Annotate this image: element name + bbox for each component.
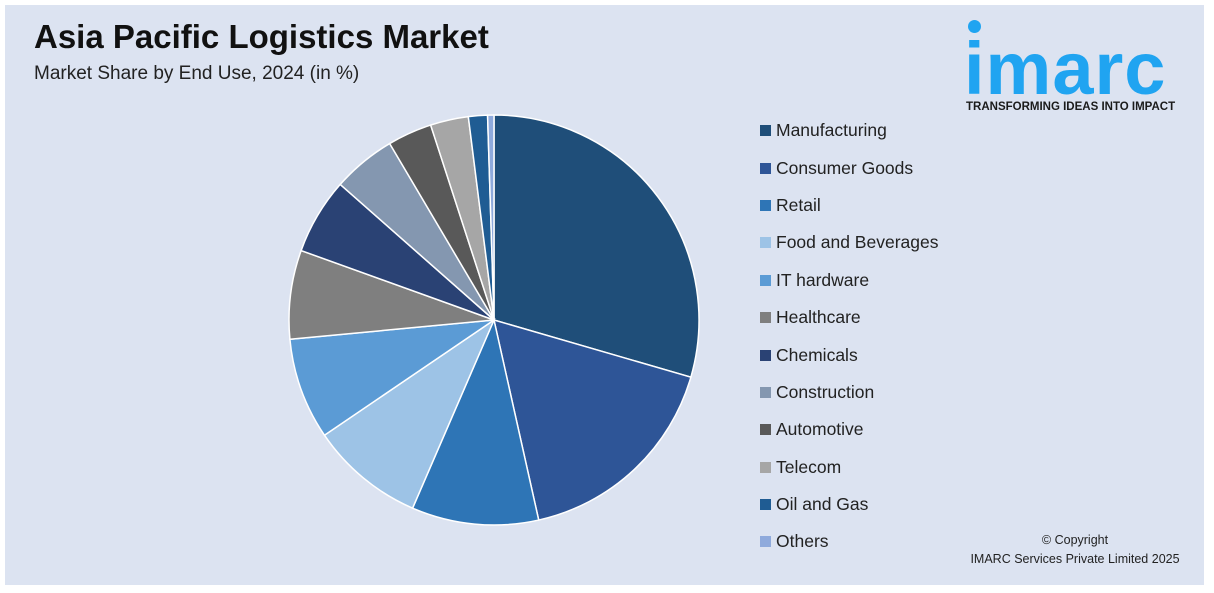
legend-label: Food and Beverages [776, 232, 939, 253]
legend-swatch [760, 536, 771, 548]
logo-dot [968, 20, 981, 33]
legend-swatch [760, 499, 771, 511]
legend-swatch [760, 424, 771, 436]
copyright-company: IMARC Services Private Limited 2025 [970, 552, 1180, 566]
legend-label: Manufacturing [776, 120, 887, 141]
pie-slices [288, 114, 700, 526]
legend-label: Automotive [776, 419, 864, 440]
imarc-logo: imarc TRANSFORMING IDEAS INTO IMPACT [962, 18, 1197, 118]
legend-label: IT hardware [776, 269, 870, 290]
legend-swatch [760, 162, 771, 174]
legend-swatch [760, 349, 771, 361]
legend-swatch [760, 461, 771, 473]
logo-wordmark: imarc [964, 27, 1167, 110]
logo-tagline: TRANSFORMING IDEAS INTO IMPACT [966, 101, 1176, 113]
legend-item: Healthcare [760, 299, 990, 336]
legend-item: Oil and Gas [760, 486, 990, 523]
legend-swatch [760, 312, 771, 324]
legend-swatch [760, 237, 771, 249]
legend-swatch [760, 274, 771, 286]
legend-swatch [760, 199, 771, 211]
pie-slice-it-hardware [289, 319, 495, 437]
pie-slice-retail [411, 317, 540, 526]
legend-item: Others [760, 523, 990, 560]
pie-slice-others [486, 114, 495, 321]
legend-label: Others [776, 531, 829, 552]
pie-slice-consumer-goods [492, 318, 692, 521]
legend-item: IT hardware [760, 262, 990, 299]
chart-subtitle: Market Share by End Use, 2024 (in %) [34, 63, 360, 84]
copyright-line: © Copyright [1041, 533, 1109, 547]
chart-title: Asia Pacific Logistics Market [34, 18, 489, 55]
legend-swatch [760, 125, 771, 137]
legend-item: Food and Beverages [760, 224, 990, 261]
legend-item: Retail [760, 187, 990, 224]
legend-item: Chemicals [760, 336, 990, 373]
legend-label: Oil and Gas [776, 494, 869, 515]
pie-slice-manufacturing [493, 114, 700, 379]
legend-item: Automotive [760, 411, 990, 448]
legend-swatch [760, 386, 771, 398]
legend-label: Chemicals [776, 344, 858, 365]
legend-item: Consumer Goods [760, 149, 990, 186]
chart-legend: Manufacturing Consumer Goods Retail Food an… [760, 112, 990, 561]
legend-label: Consumer Goods [776, 157, 914, 178]
legend-label: Retail [776, 194, 821, 215]
legend-item: Construction [760, 374, 990, 411]
legend-item: Telecom [760, 449, 990, 486]
copyright-notice: © Copyright IMARC Services Private Limit… [940, 531, 1210, 569]
legend-item: Manufacturing [760, 112, 990, 149]
legend-label: Telecom [776, 456, 842, 477]
legend-label: Healthcare [776, 307, 861, 328]
legend-label: Construction [776, 381, 875, 402]
pie-slice-food-and-beverages [323, 317, 496, 510]
